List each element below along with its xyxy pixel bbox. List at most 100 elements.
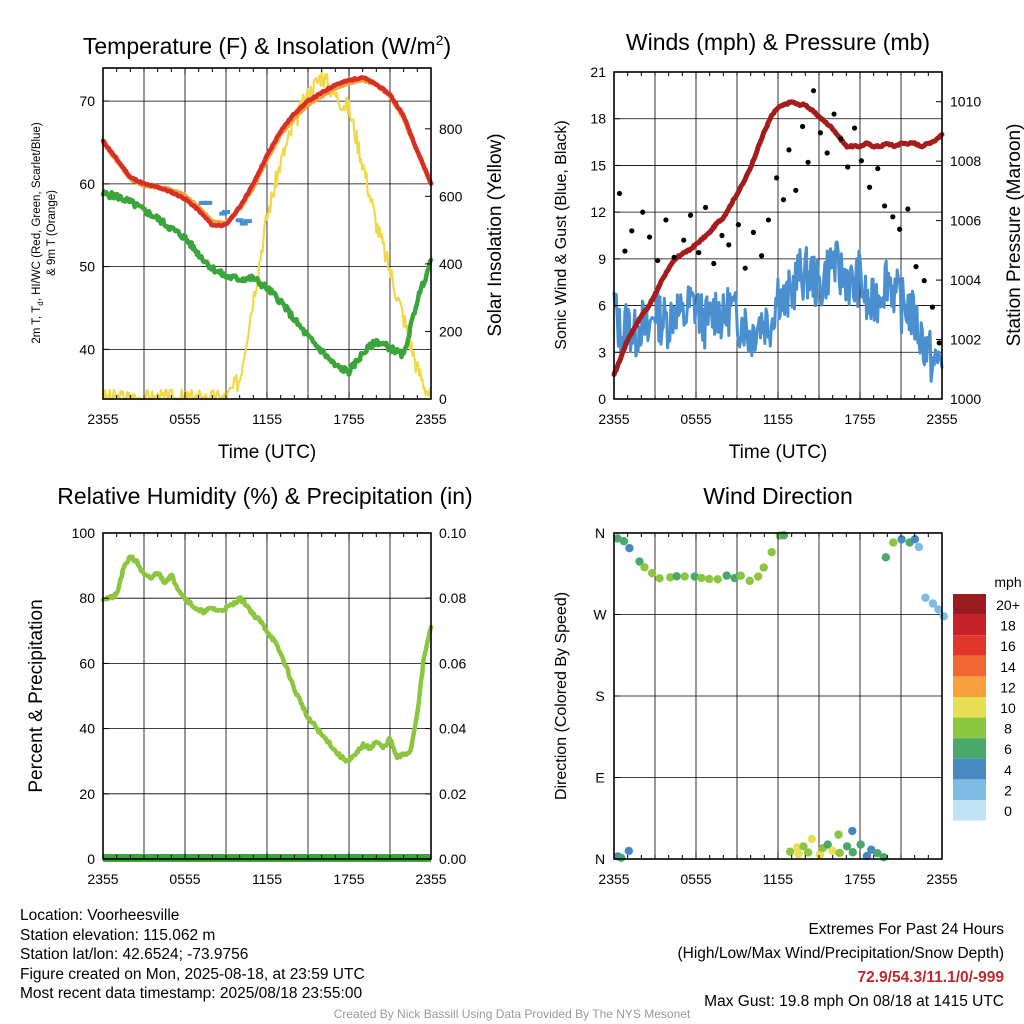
direction-point (815, 850, 824, 859)
y-tick-label: 9 (598, 251, 606, 267)
gust-point (774, 175, 780, 181)
direction-point (613, 534, 622, 543)
x-tick-label: 0555 (680, 871, 711, 887)
x-tick-label: 0555 (169, 411, 200, 427)
direction-point (697, 573, 706, 583)
y-tick-label: 50 (79, 259, 95, 275)
direction-point (881, 553, 891, 562)
y-tick-label-right: 1002 (950, 332, 981, 348)
temperature-title: Temperature (F) & Insolation (W/m2) (83, 32, 451, 59)
colorbar-swatch (953, 676, 986, 697)
x-tick-label: 2355 (926, 871, 957, 887)
colorbar-swatch (953, 697, 986, 718)
max-gust: Max Gust: 19.8 mph On 08/18 at 1415 UTC (704, 993, 1004, 1010)
x-tick-label: 1155 (763, 871, 793, 887)
x-tick-label: 2355 (87, 871, 118, 887)
y-tick-label-right: 1000 (950, 391, 981, 407)
direction-point (704, 574, 714, 584)
x-tick-label: 1155 (763, 411, 793, 427)
winds-ylabel: Sonic Wind & Gust (Blue, Black) (553, 120, 570, 349)
winds-panel: 2355 0555 1155 1755 2355 0 3 6 9 12 15 18 21 1000 1002… (553, 29, 1024, 463)
gust-point (838, 136, 844, 142)
direction-point (848, 848, 857, 857)
y-tick-label-right: 0.02 (439, 786, 466, 802)
colorbar-swatch (953, 655, 986, 677)
x-tick-label: 2355 (87, 411, 118, 427)
extremes-subtitle: (High/Low/Max Wind/Precipitation/Snow De… (677, 945, 1005, 962)
y-tick-label-right: 1004 (950, 272, 981, 288)
extremes-title: Extremes For Past 24 Hours (808, 921, 1004, 938)
direction-point (619, 537, 629, 546)
direction-point (879, 853, 889, 862)
direction-point (767, 547, 776, 557)
gust-point (735, 222, 741, 228)
windchill-mark (243, 219, 252, 224)
gust-point (905, 206, 911, 212)
gust-point (875, 165, 881, 172)
colorbar-swatch (953, 717, 986, 739)
y-tick-label-right: 0.00 (439, 851, 466, 867)
colorbar-swatch (953, 758, 986, 780)
y-tick-label: 40 (79, 721, 95, 737)
gust-point (719, 232, 725, 239)
extremes-values: 72.9/54.3/11.1/0/-999 (857, 969, 1004, 986)
gust-point (929, 304, 936, 310)
x-tick-label: 2355 (415, 871, 446, 887)
direction-point (835, 848, 844, 858)
y-tick-label-right: 0.04 (439, 721, 466, 737)
gust-point (793, 187, 799, 193)
gust-point (711, 260, 717, 267)
insolation-line (101, 70, 433, 401)
gust-point (629, 228, 635, 234)
y-tick-label: 21 (590, 64, 606, 80)
direction-point (856, 840, 865, 849)
gust-point (936, 340, 942, 346)
direction-point (828, 846, 837, 855)
direction-point (624, 846, 634, 856)
direction-point (848, 826, 857, 836)
humidity-panel: 2355 0555 1155 1755 2355 0 20 40 60 80 100 0.00 0.02… (26, 483, 473, 887)
y-tick-label: 6 (598, 298, 606, 314)
direction-panel: 2355 0555 1155 1755 2355 N E S W N Wind Direction… (553, 483, 1022, 887)
gust-point (786, 147, 792, 153)
colorbar-label: 14 (1000, 659, 1016, 675)
direction-point (928, 599, 938, 608)
direction-point (862, 851, 872, 861)
windchill-mark (235, 218, 244, 223)
gust-point (866, 184, 873, 190)
direction-point (921, 593, 930, 602)
windchill-mark (239, 221, 248, 226)
gust-point (851, 125, 858, 131)
y-tick-label-right: 800 (439, 121, 463, 137)
windchill-mark (222, 209, 230, 214)
direction-point (722, 571, 731, 580)
direction-point (753, 572, 763, 581)
gust-point (897, 226, 903, 232)
y-tick-label: 40 (79, 341, 95, 357)
direction-tick-label: E (595, 770, 604, 786)
y-tick-label: 100 (72, 525, 96, 541)
x-tick-label: 1755 (333, 411, 364, 427)
gust-point (890, 214, 896, 220)
gust-point (616, 190, 623, 197)
colorbar-label: 10 (1000, 700, 1016, 716)
gust-point (696, 250, 702, 256)
temperature-grid (103, 68, 431, 399)
direction-point (873, 848, 882, 858)
colorbar-label: 12 (1000, 679, 1016, 695)
colorbar-label: 8 (1004, 721, 1012, 737)
direction-point (842, 842, 852, 851)
direction-point (897, 535, 906, 544)
temperature-xlabel: Time (UTC) (218, 442, 317, 463)
y-tick-label: 0 (87, 851, 95, 867)
direction-point (823, 840, 832, 849)
direction-grid (614, 533, 942, 859)
direction-point (910, 535, 920, 544)
direction-point (736, 571, 745, 580)
colorbar-swatch (953, 614, 986, 636)
gust-point (702, 204, 709, 211)
station-elevation: Station elevation: 115.062 m (20, 926, 216, 944)
station-info: Location: Voorheesville Station elevatio… (20, 906, 365, 1004)
gust-point (780, 197, 787, 203)
x-tick-label: 1755 (844, 411, 875, 427)
